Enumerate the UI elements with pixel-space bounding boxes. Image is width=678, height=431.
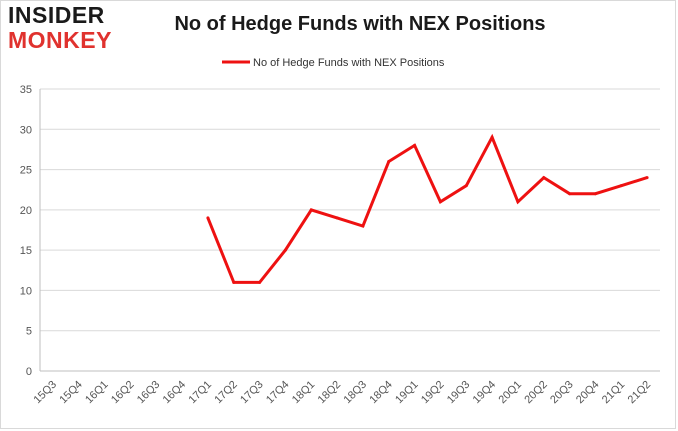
data-point-18Q2 bbox=[335, 216, 339, 220]
y-tick-label-15: 15 bbox=[20, 245, 32, 257]
x-tick-label-20Q4: 20Q4 bbox=[574, 379, 602, 407]
data-point-20Q2 bbox=[542, 176, 546, 180]
legend-label: No of Hedge Funds with NEX Positions bbox=[253, 57, 445, 69]
data-point-17Q3 bbox=[258, 280, 262, 284]
data-point-17Q4 bbox=[283, 248, 287, 252]
x-tick-label-18Q2: 18Q2 bbox=[316, 379, 344, 407]
insider-monkey-logo: INSIDER MONKEY bbox=[8, 4, 126, 54]
data-point-20Q4 bbox=[593, 192, 597, 196]
x-tick-label-21Q2: 21Q2 bbox=[626, 379, 654, 407]
data-point-18Q4 bbox=[387, 160, 391, 164]
x-tick-label-16Q4: 16Q4 bbox=[161, 379, 189, 407]
gridlines bbox=[40, 88, 660, 332]
x-tick-label-18Q3: 18Q3 bbox=[342, 379, 370, 407]
x-tick-label-17Q4: 17Q4 bbox=[264, 379, 292, 407]
logo-line-1: INSIDER bbox=[8, 2, 105, 28]
x-tick-label-16Q2: 16Q2 bbox=[109, 379, 137, 407]
data-point-17Q2 bbox=[232, 280, 236, 284]
y-tick-label-30: 30 bbox=[20, 124, 32, 136]
x-tick-label-20Q1: 20Q1 bbox=[497, 379, 525, 407]
axes: 0510152025303515Q315Q416Q116Q216Q316Q417… bbox=[20, 84, 660, 406]
data-point-18Q3 bbox=[361, 224, 365, 228]
x-tick-label-21Q1: 21Q1 bbox=[600, 379, 628, 407]
legend: No of Hedge Funds with NEX Positions bbox=[222, 57, 445, 69]
x-tick-label-18Q1: 18Q1 bbox=[290, 379, 318, 407]
x-tick-label-16Q3: 16Q3 bbox=[135, 379, 163, 407]
x-tick-label-15Q3: 15Q3 bbox=[32, 379, 60, 407]
y-tick-label-25: 25 bbox=[20, 165, 32, 177]
logo-line-2: MONKEY bbox=[8, 27, 112, 53]
series-line-0 bbox=[206, 133, 648, 284]
series bbox=[206, 133, 649, 284]
data-point-19Q1 bbox=[413, 143, 417, 147]
x-tick-label-19Q2: 19Q2 bbox=[419, 379, 447, 407]
y-tick-label-0: 0 bbox=[26, 366, 32, 378]
data-point-21Q1 bbox=[619, 184, 623, 188]
x-tick-label-19Q4: 19Q4 bbox=[471, 379, 499, 407]
data-point-17Q1 bbox=[206, 216, 210, 220]
x-tick-label-16Q1: 16Q1 bbox=[83, 379, 111, 407]
data-point-19Q2 bbox=[438, 200, 442, 204]
x-tick-label-15Q4: 15Q4 bbox=[57, 379, 85, 407]
y-tick-label-20: 20 bbox=[20, 205, 32, 217]
data-point-19Q3 bbox=[464, 184, 468, 188]
chart-title: No of Hedge Funds with NEX Positions bbox=[174, 13, 546, 35]
x-tick-label-20Q3: 20Q3 bbox=[548, 379, 576, 407]
x-tick-label-20Q2: 20Q2 bbox=[522, 379, 550, 407]
x-tick-label-17Q1: 17Q1 bbox=[187, 379, 215, 407]
x-tick-label-19Q1: 19Q1 bbox=[393, 379, 421, 407]
y-tick-label-10: 10 bbox=[20, 285, 32, 297]
y-tick-label-35: 35 bbox=[20, 84, 32, 96]
data-point-21Q2 bbox=[645, 176, 649, 180]
data-point-18Q1 bbox=[309, 208, 313, 212]
x-tick-label-17Q2: 17Q2 bbox=[212, 379, 240, 407]
x-tick-label-19Q3: 19Q3 bbox=[445, 379, 473, 407]
x-tick-label-18Q4: 18Q4 bbox=[367, 379, 395, 407]
data-point-19Q4 bbox=[490, 135, 494, 139]
data-point-20Q3 bbox=[568, 192, 572, 196]
y-tick-label-5: 5 bbox=[26, 326, 32, 338]
data-point-20Q1 bbox=[516, 200, 520, 204]
x-tick-label-17Q3: 17Q3 bbox=[238, 379, 266, 407]
